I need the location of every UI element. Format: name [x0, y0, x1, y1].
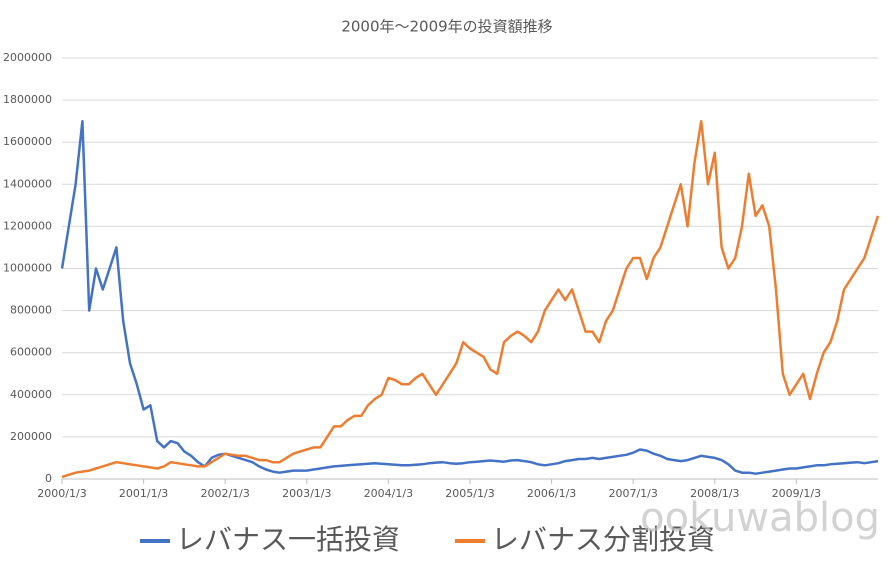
x-tick-label: 2001/1/3 — [119, 487, 168, 500]
x-tick-label: 2009/1/3 — [772, 487, 821, 500]
x-tick-label: 2004/1/3 — [364, 487, 413, 500]
y-tick-label: 600000 — [10, 346, 52, 359]
y-tick-label: 1000000 — [3, 262, 52, 275]
watermark: ookuwablog — [640, 495, 880, 541]
y-tick-label: 2000000 — [3, 51, 52, 64]
legend-label: レバナス分割投資 — [491, 523, 715, 556]
x-tick-label: 2005/1/3 — [445, 487, 494, 500]
y-tick-label: 0 — [45, 472, 52, 485]
x-tick-label: 2008/1/3 — [690, 487, 739, 500]
y-tick-label: 1200000 — [3, 219, 52, 232]
y-tick-label: 400000 — [10, 388, 52, 401]
y-tick-label: 200000 — [10, 430, 52, 443]
y-tick-label: 1600000 — [3, 135, 52, 148]
legend-label: レバナス一括投資 — [176, 523, 400, 556]
chart-title: 2000年～2009年の投資額推移 — [341, 18, 552, 36]
y-tick-label: 800000 — [10, 304, 52, 317]
x-tick-label: 2000/1/3 — [37, 487, 86, 500]
x-tick-label: 2003/1/3 — [282, 487, 331, 500]
x-tick-label: 2006/1/3 — [527, 487, 576, 500]
x-tick-label: 2002/1/3 — [200, 487, 249, 500]
x-tick-label: 2007/1/3 — [608, 487, 657, 500]
series-line — [60, 119, 879, 475]
y-tick-label: 1800000 — [3, 93, 52, 106]
y-tick-label: 1400000 — [3, 177, 52, 190]
series-line — [61, 119, 880, 479]
